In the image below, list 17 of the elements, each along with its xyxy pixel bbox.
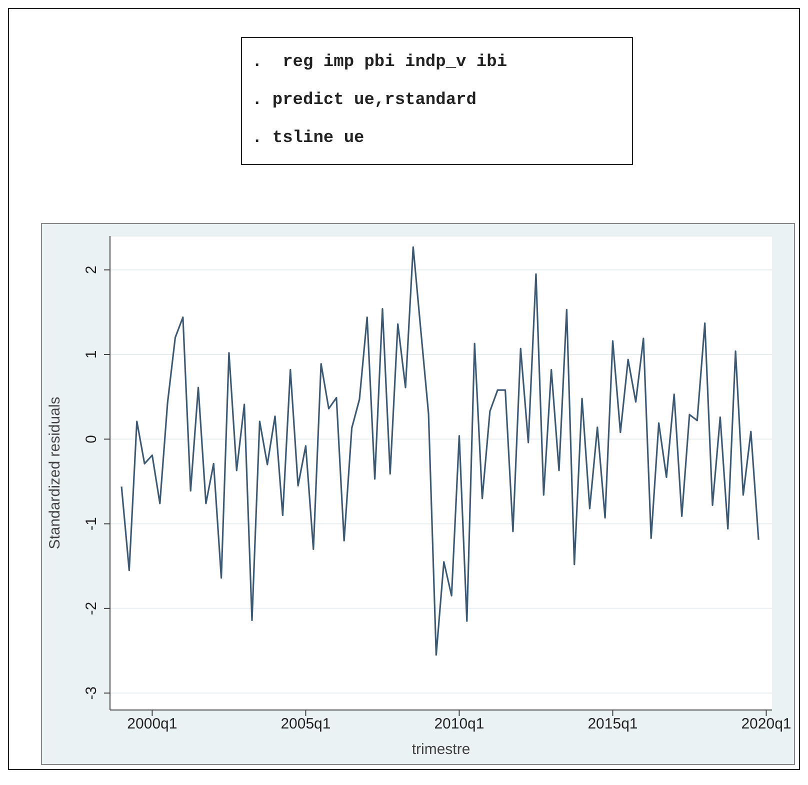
x-axis-title: trimestre <box>412 741 470 758</box>
y-tick-label: 1 <box>83 350 100 359</box>
text: . reg imp pbi indp_v ibi <box>252 52 508 74</box>
y-tick-label: -2 <box>83 602 100 616</box>
line-series <box>120 246 760 656</box>
x-tick-label: 2010q1 <box>434 716 484 733</box>
y-tick-label: -1 <box>83 517 100 530</box>
x-tick-label: 2005q1 <box>280 716 331 733</box>
x-tick-label: 2015q1 <box>588 716 638 733</box>
x-tick-label: 2000q1 <box>127 716 178 733</box>
text: . tsline ue <box>252 128 366 150</box>
y-tick-label: 0 <box>83 434 100 444</box>
x-tick-label: 2020q1 <box>741 716 792 733</box>
y-tick-label: -3 <box>83 686 100 700</box>
text: . predict ue,rstandard <box>252 90 478 112</box>
y-axis-title: Standardized residuals <box>46 396 64 550</box>
y-tick-label: 2 <box>83 266 100 274</box>
